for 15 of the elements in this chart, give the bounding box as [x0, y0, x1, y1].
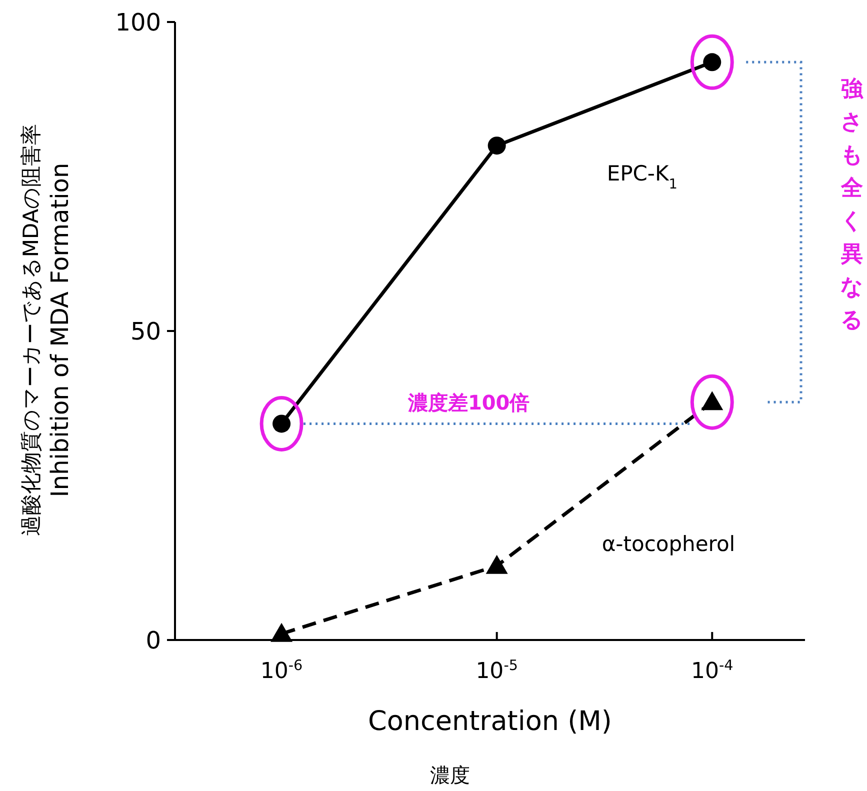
point: [488, 136, 506, 155]
y-tick-label: 100: [115, 8, 161, 36]
y-axis-title: 過酸化物質のマーカーであるMDAの阻害率 Inhibition of MDA Formation: [19, 124, 74, 536]
x-axis-title: Concentration (M) 濃度: [368, 706, 612, 787]
y-tick-label: 50: [130, 317, 161, 346]
point: [270, 622, 293, 642]
x-tick-label: 10$^{-5}$: [476, 658, 518, 684]
x-tick-label: 10$^{-4}$: [690, 658, 734, 684]
y-tick-label: 0: [146, 626, 161, 654]
ref-line-label: 濃度差100倍: [406, 390, 530, 415]
point: [486, 554, 508, 574]
text: EPC-K$_{1}$: [606, 162, 678, 193]
series-label: α-tocopherol: [602, 532, 736, 556]
x-tick-label: 10$^{-6}$: [260, 658, 303, 684]
text: 強さも全く異なる: [840, 77, 864, 333]
